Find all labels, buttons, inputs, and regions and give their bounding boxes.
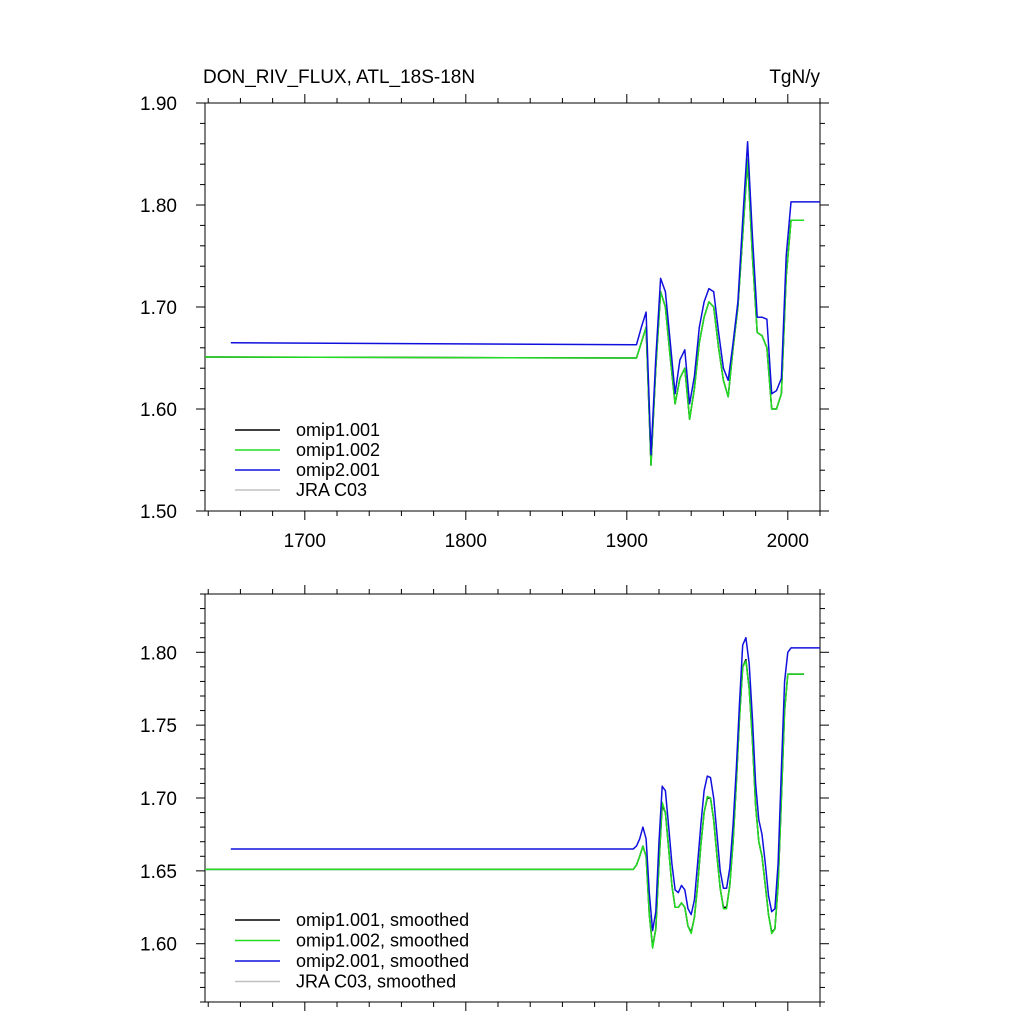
y-tick-label: 1.90 bbox=[140, 94, 177, 115]
y-tick-label: 1.80 bbox=[140, 643, 177, 664]
y-tick-label: 1.60 bbox=[140, 400, 177, 421]
chart-units: TgN/y bbox=[769, 67, 820, 88]
top-panel: 1700 1800 1900 2000 1.50 1.60 1.70 1.80 1.90 omip… bbox=[140, 94, 829, 552]
x-tick-label: 1700 bbox=[284, 531, 326, 552]
legend-label-2: omip2.001 bbox=[296, 460, 380, 480]
y-tick-label: 1.80 bbox=[140, 196, 177, 217]
legend-label-2: omip2.001, smoothed bbox=[296, 951, 469, 971]
y-tick-label: 1.65 bbox=[140, 862, 177, 883]
y-tick-label: 1.50 bbox=[140, 502, 177, 523]
series-line-1 bbox=[204, 158, 804, 466]
legend-label-3: JRA C03 bbox=[296, 480, 367, 500]
series-line-2 bbox=[230, 636, 820, 932]
y-tick-label: 1.75 bbox=[140, 716, 177, 737]
legend-label-1: omip1.002, smoothed bbox=[296, 931, 469, 951]
legend-label-3: JRA C03, smoothed bbox=[296, 972, 456, 992]
x-tick-label: 2000 bbox=[767, 531, 809, 552]
y-tick-label: 1.70 bbox=[140, 789, 177, 810]
legend-label-1: omip1.002 bbox=[296, 440, 380, 460]
legend-label-0: omip1.001, smoothed bbox=[296, 910, 469, 930]
x-tick-label: 1900 bbox=[606, 531, 648, 552]
y-tick-label: 1.70 bbox=[140, 298, 177, 319]
series-line-1 bbox=[205, 660, 804, 949]
y-tick-label: 1.60 bbox=[140, 935, 177, 956]
x-tick-label: 1800 bbox=[445, 531, 487, 552]
chart-title: DON_RIV_FLUX, ATL_18S-18N bbox=[203, 67, 475, 88]
series-line-2 bbox=[230, 141, 820, 456]
legend-label-0: omip1.001 bbox=[296, 420, 380, 440]
